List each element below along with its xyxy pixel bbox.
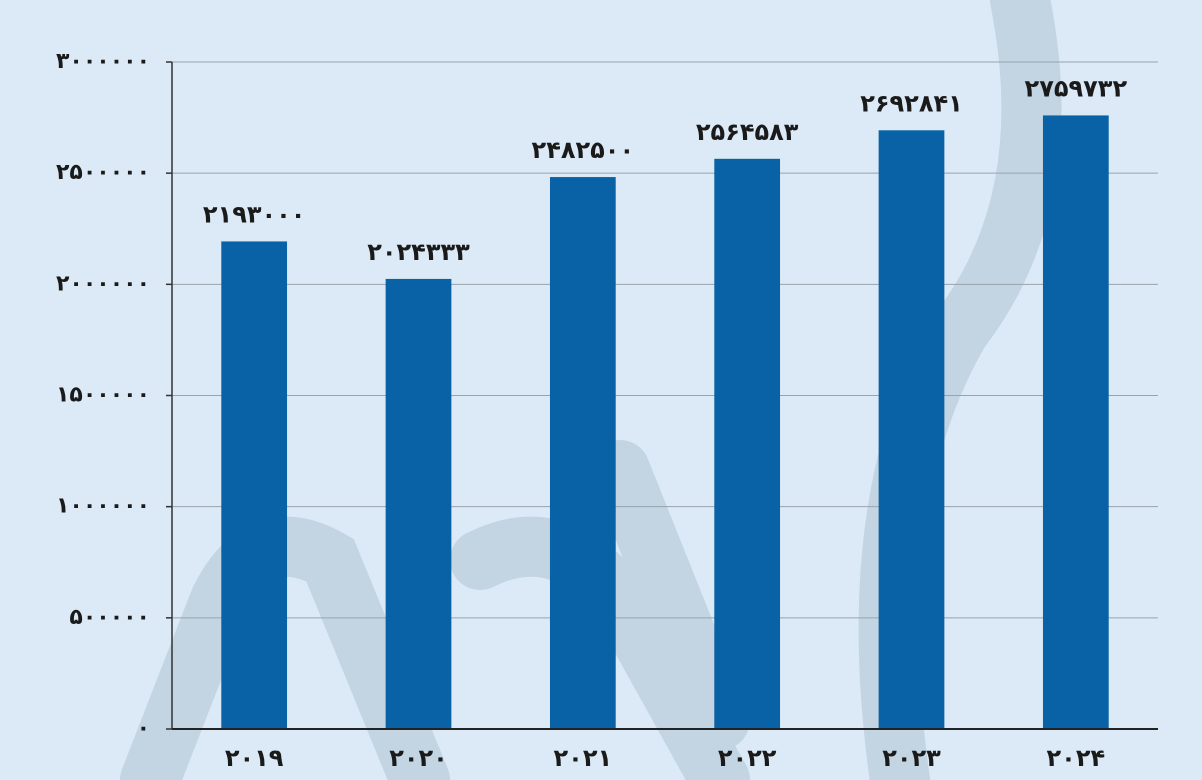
y-tick-label: ۱۰۰۰۰۰۰ — [56, 494, 150, 519]
x-tick-label: ۲۰۲۴ — [1047, 744, 1106, 772]
value-label: ۲۵۶۴۵۸۳ — [696, 118, 799, 146]
value-label: ۲۷۵۹۷۳۲ — [1025, 74, 1128, 102]
x-tick-label: ۲۰۲۳ — [882, 744, 941, 772]
y-tick-label: ۵۰۰۰۰۰ — [69, 605, 150, 630]
value-label: ۲۰۲۴۳۳۳ — [367, 238, 470, 266]
y-tick-label: ۰ — [137, 716, 150, 741]
x-tick-label: ۲۰۲۱ — [554, 744, 613, 772]
bar — [1042, 115, 1109, 730]
y-tick-label: ۱۵۰۰۰۰۰ — [56, 383, 150, 408]
bar — [221, 241, 288, 729]
y-tick-label: ۳۰۰۰۰۰۰ — [56, 49, 150, 74]
x-tick-label: ۲۰۲۲ — [718, 744, 777, 772]
value-label: ۲۶۹۲۸۴۱ — [860, 89, 963, 117]
y-tick-label: ۲۰۰۰۰۰۰ — [56, 271, 150, 296]
bar — [385, 278, 452, 729]
bar — [549, 177, 616, 729]
value-label: ۲۱۹۳۰۰۰ — [203, 200, 306, 228]
value-label: ۲۴۸۲۵۰۰ — [532, 136, 635, 164]
y-tick-label: ۲۵۰۰۰۰۰ — [56, 160, 150, 185]
watermark-stroke — [590, 440, 750, 750]
bar — [878, 130, 945, 729]
x-tick-label: ۲۰۱۹ — [225, 744, 284, 772]
x-tick-label: ۲۰۲۰ — [389, 744, 448, 772]
bar — [714, 158, 781, 729]
